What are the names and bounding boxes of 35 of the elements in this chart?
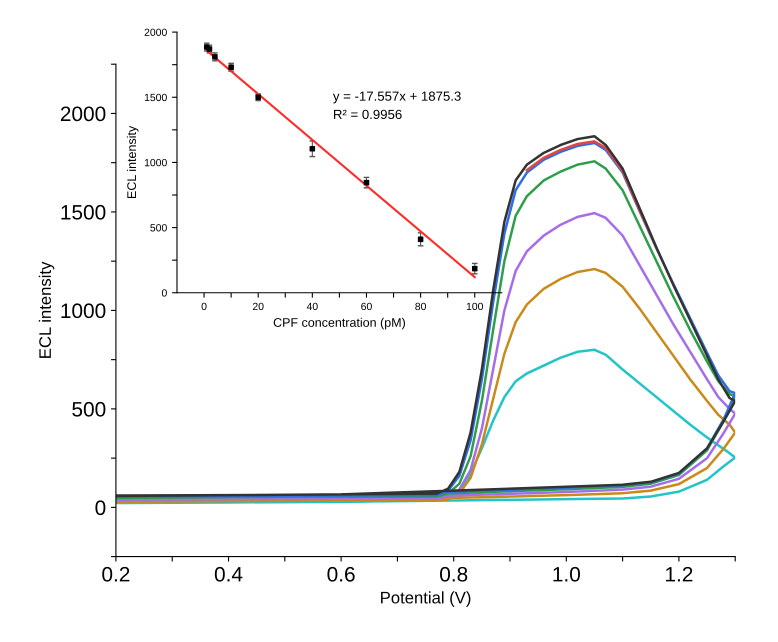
- annotation: y = -17.557x + 1875.3: [332, 91, 461, 104]
- line-series: [116, 268, 736, 504]
- y-tick-label: 1500: [61, 204, 106, 220]
- y-tick-label: 1000: [144, 158, 167, 166]
- line-series: [116, 212, 736, 502]
- x-tick-label: 0: [202, 302, 207, 310]
- point: [310, 146, 316, 152]
- x-tick-label: 1.2: [666, 566, 692, 582]
- y-axis-title: ECL intensity: [38, 262, 54, 358]
- point: [364, 180, 370, 186]
- x-tick-label: 100: [466, 302, 484, 310]
- x-tick-label: 40: [306, 302, 318, 310]
- y-tick-label: 1000: [61, 303, 106, 318]
- x-axis-title: Potential (V): [381, 591, 470, 607]
- y-tick-label: 1500: [144, 94, 167, 102]
- y-tick-label: 0: [162, 289, 167, 297]
- y-axis-title: ECL intensity: [126, 126, 139, 198]
- x-tick-label: 80: [415, 302, 426, 310]
- x-tick-label: 0.2: [102, 566, 130, 582]
- x-tick-label: 0.8: [440, 566, 468, 582]
- x-tick-label: 0.4: [214, 566, 242, 582]
- x-tick-label: 1.0: [553, 566, 580, 582]
- annotation: R² = 0.9956: [334, 110, 402, 120]
- point: [472, 266, 478, 272]
- y-tick-label: 2000: [144, 28, 167, 36]
- x-tick-label: 60: [361, 302, 372, 310]
- x-tick-label: 20: [252, 302, 264, 310]
- y-tick-label: 500: [150, 224, 167, 232]
- x-tick-label: 0.6: [327, 566, 355, 582]
- point: [228, 64, 234, 70]
- y-tick-label: 0: [95, 500, 106, 516]
- y-tick-label: 2000: [60, 106, 106, 122]
- x-axis-title: CPF concentration (pM): [274, 318, 405, 330]
- point: [418, 236, 424, 242]
- y-tick-label: 500: [72, 402, 106, 417]
